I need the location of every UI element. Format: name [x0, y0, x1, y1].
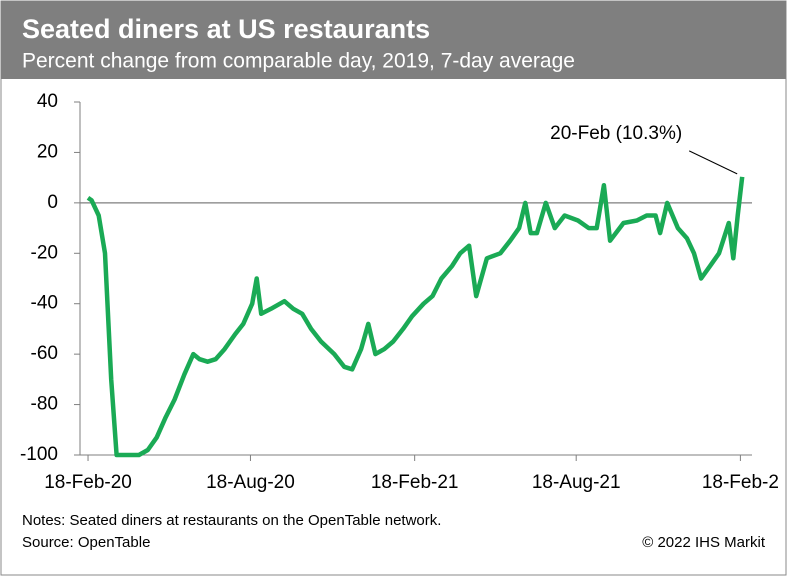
notes: Notes: Seated diners at restaurants on t…: [22, 512, 441, 529]
x-tick-label: 18-Feb-20: [44, 472, 132, 493]
x-tick-label: 18-Feb-21: [371, 472, 459, 493]
annotation-leader: [688, 150, 738, 175]
y-tick-label: 20: [37, 141, 58, 162]
x-tick-label: 18-Aug-21: [532, 472, 621, 493]
y-tick-label: -40: [31, 293, 58, 314]
y-tick-label: -60: [31, 343, 58, 364]
source: Source: OpenTable: [22, 534, 150, 551]
copyright: © 2022 IHS Markit: [642, 534, 766, 551]
x-tick-label: 18-Aug-20: [206, 472, 295, 493]
y-tick-label: 0: [47, 192, 58, 213]
y-tick-label: -80: [31, 394, 58, 415]
y-tick-label: 40: [37, 91, 58, 112]
annotation: 20-Feb (10.3%): [550, 123, 682, 144]
y-tick-label: -20: [31, 242, 58, 263]
header: [1, 1, 786, 79]
chart-title: Seated diners at US restaurants: [22, 14, 430, 44]
x-tick-label: 18-Feb-2: [702, 472, 779, 493]
chart-subtitle: Percent change from comparable day, 2019…: [22, 50, 575, 73]
series-line: [86, 176, 745, 458]
y-tick-label: -100: [20, 444, 58, 465]
